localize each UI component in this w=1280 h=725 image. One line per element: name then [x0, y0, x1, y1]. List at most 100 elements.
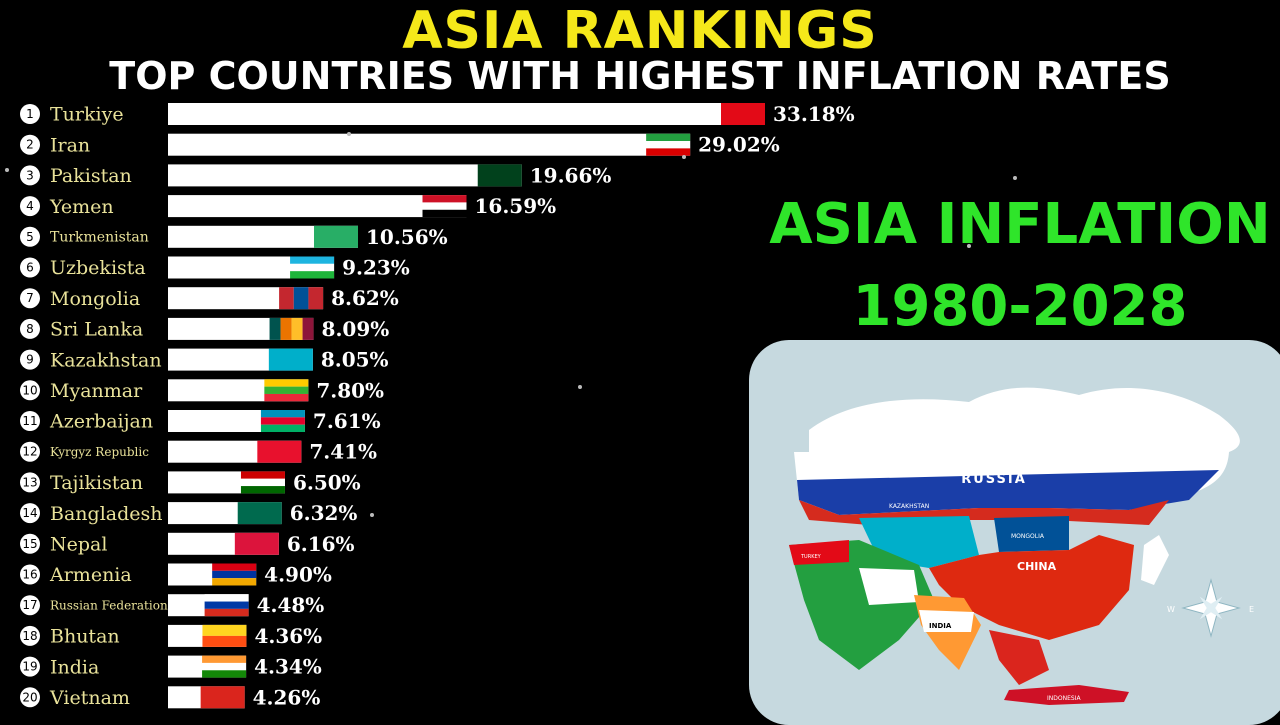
country-label: Kazakhstan — [50, 349, 162, 371]
rank-badge — [20, 288, 40, 309]
value-label: 4.26% — [253, 685, 321, 709]
rank-number: 13 — [22, 475, 37, 489]
rank-badge — [20, 472, 40, 493]
background-speck — [578, 385, 582, 389]
value-label: 16.59% — [475, 194, 557, 218]
rank-number: 9 — [26, 353, 34, 367]
background-speck — [967, 244, 971, 248]
value-label: 4.36% — [254, 624, 322, 648]
country-label: Turkiye — [50, 104, 124, 126]
rank-number: 2 — [26, 138, 34, 152]
rank-number: 15 — [22, 537, 37, 551]
map-mongolia — [994, 516, 1069, 552]
flag-stripe — [200, 686, 245, 709]
flag-stripe — [302, 317, 314, 340]
background-speck — [1013, 176, 1017, 180]
svg-text:W: W — [1167, 605, 1175, 614]
map-label-kazakhstan: KAZAKHSTAN — [889, 503, 929, 510]
flag-stripe — [202, 662, 247, 671]
flag-stripe — [260, 424, 305, 432]
rank-number: 8 — [26, 322, 34, 336]
bar — [168, 133, 691, 156]
value-label: 6.32% — [290, 501, 358, 525]
flag-stripe — [260, 417, 305, 425]
background-speck — [347, 132, 351, 136]
flag-stripe — [279, 287, 294, 310]
rank-badge — [20, 318, 40, 339]
asia-map: RUSSIA CHINA INDIA INDONESIA KAZAKHSTAN … — [749, 340, 1280, 725]
value-label: 4.90% — [264, 563, 332, 587]
flag-stripe — [268, 348, 313, 371]
rank-badge — [20, 687, 40, 708]
svg-text:E: E — [1249, 605, 1254, 614]
flag-stripe — [234, 532, 279, 555]
value-label: 7.61% — [313, 409, 381, 433]
chart-title: ASIA RANKINGS — [402, 1, 878, 61]
map-china — [929, 535, 1134, 640]
map-japan — [1141, 535, 1169, 585]
map-north-landmass — [809, 387, 1240, 452]
flag-stripe — [308, 287, 324, 310]
flag-stripe — [422, 209, 467, 218]
value-label: 10.56% — [366, 225, 448, 249]
background-speck — [370, 513, 374, 517]
map-label-china: CHINA — [1017, 560, 1057, 573]
rank-number: 17 — [22, 598, 37, 612]
map-label-turkey: TURKEY — [800, 554, 822, 560]
flag-stripe — [204, 594, 249, 602]
value-label: 6.16% — [287, 532, 355, 556]
rank-badge — [20, 411, 40, 431]
country-label: India — [50, 656, 99, 678]
country-label: Sri Lanka — [50, 319, 143, 341]
country-label: Iran — [50, 134, 90, 156]
map-label-russia: RUSSIA — [961, 472, 1027, 487]
rank-number: 20 — [22, 690, 37, 704]
bar — [168, 225, 359, 248]
country-label: Tajikistan — [50, 472, 143, 494]
value-label: 8.62% — [331, 286, 399, 310]
flag-stripe — [290, 256, 335, 264]
bar — [168, 195, 467, 218]
country-label: Bhutan — [50, 626, 120, 648]
country-label: Turkmenistan — [50, 230, 149, 246]
map-iran — [859, 568, 919, 605]
rank-badge — [20, 104, 40, 124]
flag-stripe — [280, 317, 292, 340]
rank-badge — [20, 503, 40, 524]
flag-stripe — [264, 386, 309, 394]
rank-number: 1 — [26, 107, 34, 121]
chart-subtitle: TOP COUNTRIES WITH HIGHEST INFLATION RAT… — [109, 54, 1171, 98]
country-label: Nepal — [50, 533, 107, 555]
rank-badge — [20, 625, 40, 646]
flag-stripe — [240, 471, 285, 479]
rank-badge — [20, 196, 40, 217]
bar-chart: 1 Turkiye 33.18% 2 Iran 29.02% 3 Pakistan 19.66%… — [20, 102, 855, 709]
side-heading-years: 1980-2028 — [852, 274, 1188, 339]
value-label: 8.05% — [321, 348, 389, 372]
flag-stripe — [212, 570, 257, 579]
flag-stripe — [260, 410, 305, 418]
value-label: 8.09% — [322, 317, 390, 341]
flag-stripe — [202, 624, 247, 636]
flag-stripe — [204, 608, 249, 617]
rank-badge — [20, 226, 40, 247]
rank-badge — [20, 380, 40, 401]
rank-number: 5 — [26, 230, 34, 244]
flag-stripe — [477, 164, 522, 187]
flag-stripe — [212, 563, 257, 571]
flag-stripe — [240, 478, 285, 487]
rank-badge — [20, 349, 40, 370]
flag-stripe — [269, 317, 281, 340]
background-speck — [682, 155, 686, 159]
flag-stripe — [721, 103, 765, 125]
rank-badge — [20, 441, 40, 462]
country-label: Pakistan — [50, 165, 132, 187]
flag-stripe — [202, 635, 247, 647]
flag-stripe — [314, 225, 359, 248]
rank-number: 7 — [26, 291, 34, 305]
country-label: Myanmar — [50, 380, 143, 402]
map-label-indonesia: INDONESIA — [1047, 695, 1081, 702]
rank-number: 12 — [22, 445, 37, 459]
compass-icon: W E — [1167, 578, 1254, 638]
map-southeast-asia — [989, 630, 1049, 685]
